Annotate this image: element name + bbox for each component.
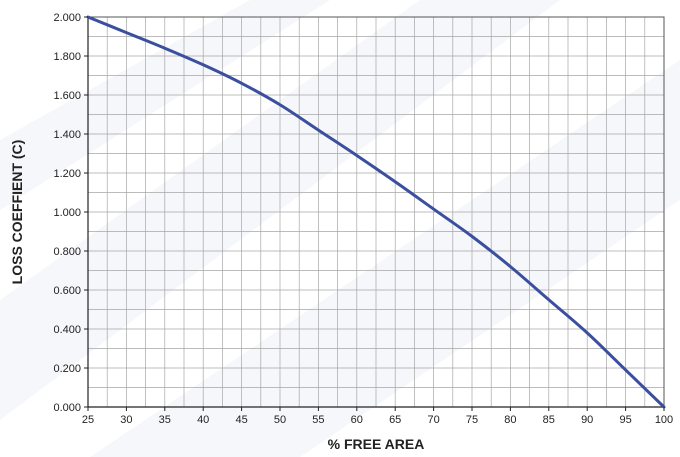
y-tick-label: 2.000 [53,12,81,24]
y-tick-label: 1.600 [53,90,81,102]
x-tick-label: 40 [197,414,209,426]
x-tick-label: 85 [543,414,555,426]
y-tick-label: 1.000 [53,207,81,219]
y-axis-title: LOSS COEFFIENT (C) [9,140,25,285]
x-tick-label: 45 [235,414,247,426]
x-tick-label: 100 [655,414,673,426]
y-tick-label: 1.400 [53,129,81,141]
y-tick-label: 0.000 [53,402,81,414]
y-tick-label: 0.800 [53,246,81,258]
y-tick-label: 0.200 [53,363,81,375]
y-tick-label: 0.600 [53,285,81,297]
x-tick-labels: 25 30 35 40 45 50 55 60 65 70 75 80 85 90 95 100 [82,407,673,426]
background-band-2 [90,60,680,457]
x-tick-label: 65 [389,414,401,426]
x-tick-label: 30 [120,414,132,426]
x-tick-label: 95 [619,414,631,426]
x-tick-label: 70 [427,414,439,426]
grid [87,16,665,408]
y-tick-label: 0.400 [53,324,81,336]
x-tick-label: 60 [351,414,363,426]
x-tick-label: 55 [312,414,324,426]
x-tick-label: 90 [581,414,593,426]
series-layer [86,15,666,409]
x-tick-label: 50 [274,414,286,426]
x-axis-title: % FREE AREA [328,436,425,452]
x-tick-label: 35 [159,414,171,426]
y-tick-label: 1.200 [53,168,81,180]
y-tick-label: 1.800 [53,51,81,63]
series-line-1 [86,15,666,409]
x-tick-label: 80 [504,414,516,426]
y-tick-labels: 0.000 0.200 0.400 0.600 0.800 1.000 1.200 1.400… [53,12,88,414]
x-tick-label: 75 [466,414,478,426]
x-tick-label: 25 [82,414,94,426]
